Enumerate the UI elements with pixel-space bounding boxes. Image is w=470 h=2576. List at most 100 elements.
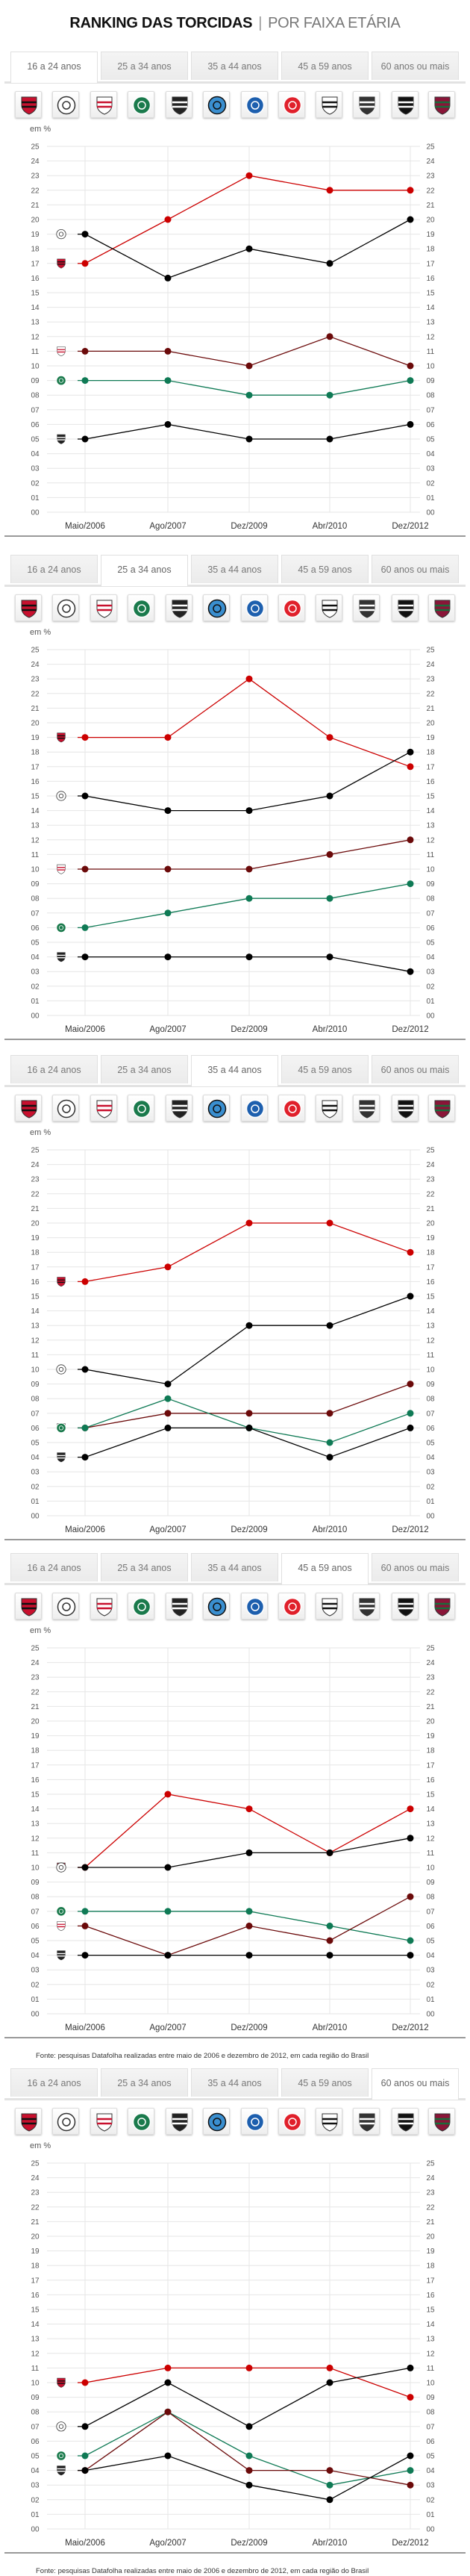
data-point[interactable] (245, 362, 253, 370)
flamengo-crest-button[interactable] (15, 2108, 42, 2135)
data-point[interactable] (245, 1952, 253, 1959)
tab-age-4[interactable]: 45 a 59 anos (281, 555, 369, 583)
vasco-crest-button[interactable] (166, 594, 192, 621)
botafogo-crest-button[interactable] (392, 594, 419, 621)
data-point[interactable] (326, 1454, 333, 1461)
data-point[interactable] (245, 391, 253, 399)
internacional-crest-button[interactable] (278, 2108, 305, 2135)
data-point[interactable] (81, 1454, 89, 1461)
vasco-crest-button[interactable] (166, 2108, 192, 2135)
data-point[interactable] (326, 1439, 333, 1446)
data-point[interactable] (326, 1410, 333, 1417)
data-point[interactable] (326, 2496, 333, 2504)
atletico-mg-crest-button[interactable] (353, 594, 380, 621)
tab-age-4[interactable]: 45 a 59 anos (281, 2068, 369, 2097)
fluminense-crest-button[interactable] (428, 1095, 455, 1121)
data-point[interactable] (164, 274, 172, 281)
cruzeiro-crest-button[interactable] (241, 1095, 268, 1121)
cruzeiro-crest-button[interactable] (241, 1593, 268, 1620)
tab-age-5[interactable]: 60 anos ou mais (372, 555, 459, 583)
santos-crest-button[interactable] (316, 1095, 342, 1121)
data-point[interactable] (245, 865, 253, 873)
flamengo-crest-button[interactable] (15, 1095, 42, 1121)
data-point[interactable] (164, 420, 172, 428)
data-point[interactable] (164, 216, 172, 223)
data-point[interactable] (245, 1424, 253, 1431)
data-point[interactable] (245, 2423, 253, 2430)
data-point[interactable] (326, 260, 333, 267)
data-point[interactable] (407, 2467, 414, 2474)
tab-age-4[interactable]: 45 a 59 anos (281, 1055, 369, 1083)
data-point[interactable] (81, 865, 89, 873)
fluminense-crest-button[interactable] (428, 1593, 455, 1620)
data-point[interactable] (326, 734, 333, 741)
data-point[interactable] (81, 1952, 89, 1959)
data-point[interactable] (326, 2364, 333, 2371)
data-point[interactable] (164, 2408, 172, 2415)
data-point[interactable] (407, 1893, 414, 1900)
data-point[interactable] (81, 435, 89, 443)
data-point[interactable] (326, 1322, 333, 1329)
tab-age-3[interactable]: 35 a 44 anos (191, 1553, 278, 1581)
tab-age-5[interactable]: 60 anos ou mais (372, 52, 459, 80)
data-point[interactable] (326, 1849, 333, 1856)
data-point[interactable] (81, 2423, 89, 2430)
data-point[interactable] (407, 1835, 414, 1842)
data-point[interactable] (326, 895, 333, 902)
data-point[interactable] (164, 1395, 172, 1402)
data-point[interactable] (81, 1424, 89, 1431)
data-point[interactable] (407, 377, 414, 385)
gremio-crest-button[interactable] (203, 1095, 230, 1121)
sao-paulo-crest-button[interactable] (90, 91, 117, 118)
data-point[interactable] (407, 1952, 414, 1959)
data-point[interactable] (81, 792, 89, 800)
data-point[interactable] (326, 792, 333, 800)
data-point[interactable] (164, 807, 172, 815)
sao-paulo-crest-button[interactable] (90, 1095, 117, 1121)
gremio-crest-button[interactable] (203, 594, 230, 621)
atletico-mg-crest-button[interactable] (353, 2108, 380, 2135)
santos-crest-button[interactable] (316, 91, 342, 118)
internacional-crest-button[interactable] (278, 1095, 305, 1121)
fluminense-crest-button[interactable] (428, 2108, 455, 2135)
data-point[interactable] (245, 1849, 253, 1856)
data-point[interactable] (81, 2379, 89, 2386)
santos-crest-button[interactable] (316, 1593, 342, 1620)
data-point[interactable] (407, 1292, 414, 1300)
cruzeiro-crest-button[interactable] (241, 594, 268, 621)
data-point[interactable] (407, 2394, 414, 2401)
internacional-crest-button[interactable] (278, 594, 305, 621)
data-point[interactable] (164, 2379, 172, 2386)
santos-crest-button[interactable] (316, 594, 342, 621)
tab-age-1[interactable]: 16 a 24 anos (10, 2068, 98, 2097)
data-point[interactable] (326, 1922, 333, 1929)
data-point[interactable] (245, 245, 253, 252)
data-point[interactable] (407, 2364, 414, 2371)
data-point[interactable] (245, 2467, 253, 2474)
palmeiras-crest-button[interactable] (128, 594, 154, 621)
corinthians-crest-button[interactable] (52, 1095, 79, 1121)
data-point[interactable] (245, 2481, 253, 2489)
data-point[interactable] (245, 2452, 253, 2460)
data-point[interactable] (164, 1864, 172, 1871)
data-point[interactable] (245, 895, 253, 902)
data-point[interactable] (407, 968, 414, 975)
data-point[interactable] (407, 2452, 414, 2460)
fluminense-crest-button[interactable] (428, 594, 455, 621)
tab-age-2[interactable]: 25 a 34 anos (101, 52, 188, 80)
data-point[interactable] (407, 1937, 414, 1944)
data-point[interactable] (81, 231, 89, 238)
data-point[interactable] (326, 1937, 333, 1944)
data-point[interactable] (407, 748, 414, 756)
data-point[interactable] (164, 1410, 172, 1417)
botafogo-crest-button[interactable] (392, 91, 419, 118)
tab-age-4[interactable]: 45 a 59 anos (281, 52, 369, 80)
fluminense-crest-button[interactable] (428, 91, 455, 118)
flamengo-crest-button[interactable] (15, 91, 42, 118)
data-point[interactable] (407, 1424, 414, 1431)
data-point[interactable] (245, 1219, 253, 1227)
corinthians-crest-button[interactable] (52, 1593, 79, 1620)
atletico-mg-crest-button[interactable] (353, 1593, 380, 1620)
data-point[interactable] (245, 435, 253, 443)
atletico-mg-crest-button[interactable] (353, 91, 380, 118)
